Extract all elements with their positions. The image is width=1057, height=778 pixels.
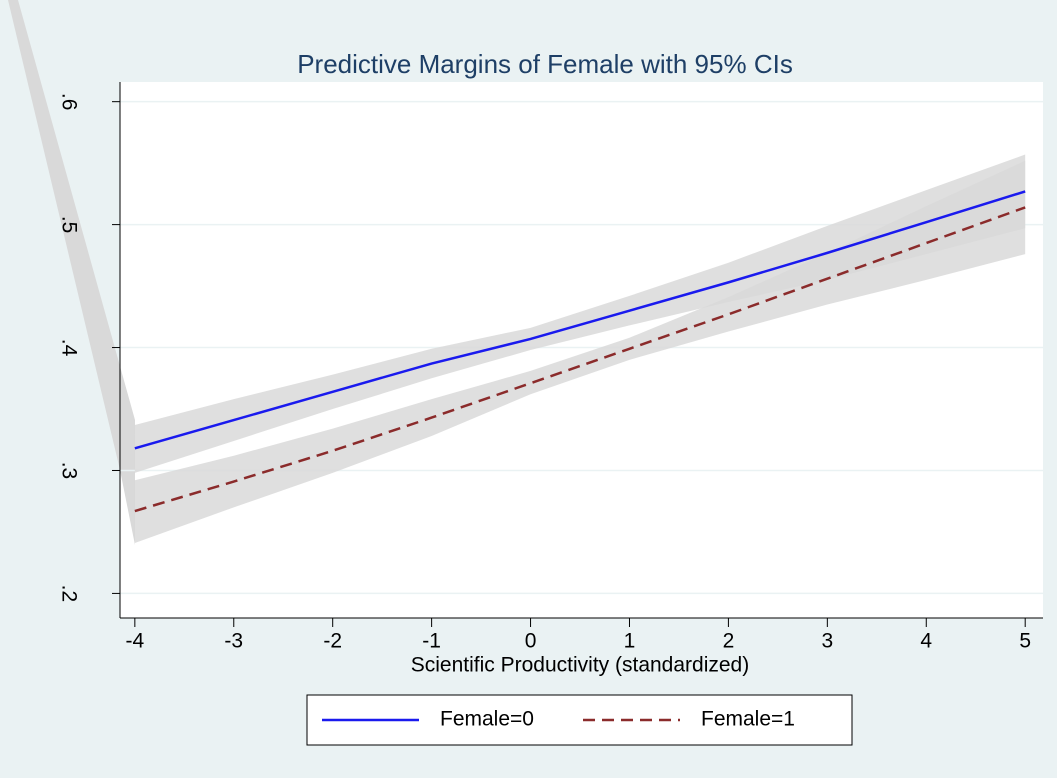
legend-label: Female=0	[440, 708, 534, 731]
x-tick-label: 4	[920, 630, 932, 653]
x-tick-label: 1	[624, 630, 636, 653]
x-tick-label: -1	[422, 630, 441, 653]
plot-area	[120, 82, 1043, 618]
y-tick-label: .4	[57, 339, 80, 357]
y-tick-label: .2	[57, 585, 80, 603]
x-axis-label: Scientific Productivity (standardized)	[411, 654, 749, 677]
x-tick-label: 3	[821, 630, 833, 653]
x-tick-label: 5	[1019, 630, 1031, 653]
x-tick-label: -3	[224, 630, 243, 653]
x-tick-label: 0	[525, 630, 537, 653]
chart-title: Predictive Margins of Female with 95% CI…	[297, 49, 793, 79]
y-tick-label: .6	[57, 93, 80, 111]
x-tick-label: -4	[125, 630, 144, 653]
x-tick-label: 2	[723, 630, 735, 653]
ci-band	[134, 154, 1026, 473]
x-tick-label: -2	[323, 630, 342, 653]
y-tick-label: .3	[57, 462, 80, 480]
ci-band	[134, 160, 1026, 544]
series-line	[134, 206, 1026, 513]
series-line	[134, 190, 1026, 450]
legend-label: Female=1	[701, 708, 795, 731]
y-tick-label: .5	[57, 216, 80, 234]
